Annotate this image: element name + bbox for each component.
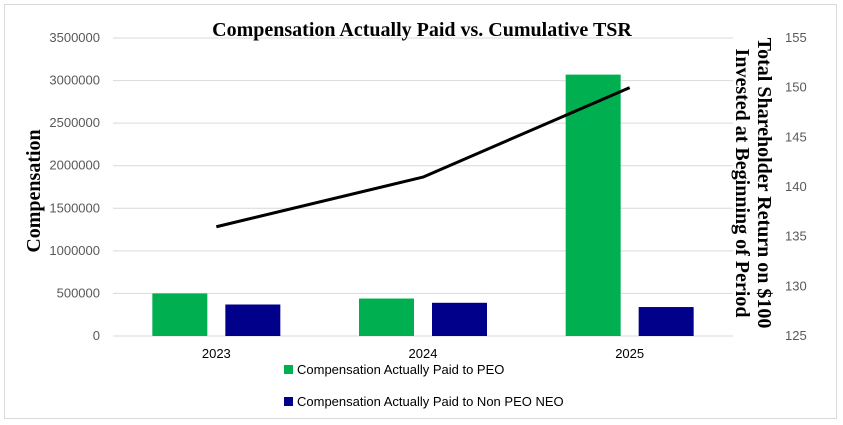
- legend-swatch: [284, 365, 293, 374]
- y2-tick-label: 125: [785, 328, 807, 343]
- y2-tick-label: 145: [785, 129, 807, 144]
- tsr-line-path: [215, 86, 631, 229]
- x-tick-label: 2025: [615, 346, 644, 361]
- y2-axis-title-line1: Total Shareholder Return on $100: [753, 38, 775, 329]
- legend-label: Compensation Actually Paid to Non PEO NE…: [297, 394, 564, 409]
- bar-peo: [359, 298, 414, 336]
- y-tick-label: 1000000: [49, 243, 100, 258]
- y-tick-label: 3500000: [49, 30, 100, 45]
- y-tick-label: 2500000: [49, 115, 100, 130]
- legend-label: Compensation Actually Paid to PEO: [297, 362, 504, 377]
- bar-non-peo-neo: [432, 302, 487, 336]
- bar-non-peo-neo: [225, 304, 281, 336]
- y-tick-label: 0: [93, 328, 100, 343]
- bar-peo: [152, 293, 208, 336]
- y2-tick-label: 135: [785, 229, 807, 244]
- gridlines: [113, 37, 733, 337]
- tsr-line: [215, 86, 631, 229]
- y-axis-title: Compensation: [23, 129, 45, 252]
- x-tick-label: 2023: [202, 346, 231, 361]
- legend: Compensation Actually Paid to PEO Compens…: [284, 362, 564, 409]
- y2-axis-title-line2: Invested at Beginning of Period: [731, 49, 753, 318]
- bar-non-peo-neo: [638, 307, 694, 336]
- y-tick-label: 2000000: [49, 158, 100, 173]
- chart-frame: 0 500000 1000000 1500000 2000000 2500000 30000…: [4, 4, 837, 419]
- y2-tick-label: 155: [785, 30, 807, 45]
- y-tick-label: 3000000: [49, 73, 100, 88]
- bars: [152, 74, 694, 337]
- chart: 0 500000 1000000 1500000 2000000 2500000 30000…: [23, 19, 807, 409]
- bar-peo: [565, 74, 621, 337]
- x-tick-label: 2024: [409, 346, 438, 361]
- y2-tick-label: 150: [785, 80, 807, 95]
- y-tick-label: 1500000: [49, 200, 100, 215]
- y2-tick-label: 130: [785, 278, 807, 293]
- axis-ticks: 0 500000 1000000 1500000 2000000 2500000 30000…: [49, 30, 806, 361]
- legend-swatch: [284, 397, 293, 406]
- y-tick-label: 500000: [57, 285, 100, 300]
- y2-tick-label: 140: [785, 179, 807, 194]
- chart-title: Compensation Actually Paid vs. Cumulativ…: [212, 19, 632, 41]
